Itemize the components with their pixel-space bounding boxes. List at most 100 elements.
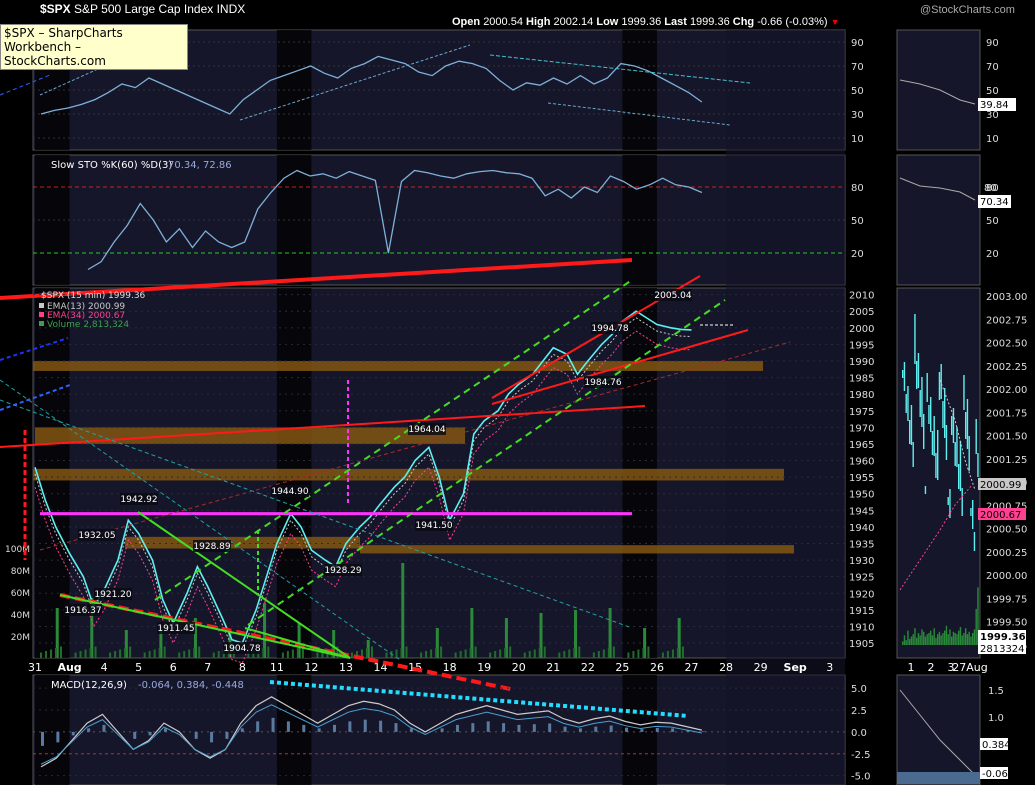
volume-bar	[558, 652, 561, 658]
rsi-tick-label: 10	[851, 134, 864, 145]
side-candle	[931, 431, 934, 455]
rsi-side-tick-label: 70	[986, 62, 999, 73]
volume-bar	[332, 630, 336, 658]
price-annotation: 1964.04	[408, 425, 445, 435]
price-tick-label: 1975	[849, 407, 874, 418]
price-tick-label: 1950	[849, 490, 874, 501]
ema13-line	[34, 317, 692, 651]
side-volume-bar	[970, 636, 972, 645]
macd-histogram-bar	[133, 731, 137, 739]
ema34-line	[34, 330, 692, 664]
volume-bar	[267, 646, 270, 658]
volume-bar	[528, 651, 531, 658]
volume-bar	[45, 651, 47, 658]
volume-tick-label: 40M	[11, 611, 30, 621]
macd-histogram-bar	[578, 728, 582, 732]
volume-bar	[602, 649, 605, 658]
rsi-side-line	[899, 79, 976, 105]
side-volume-bar	[937, 634, 939, 645]
volume-bar	[55, 608, 59, 658]
side-volume-bar	[923, 631, 925, 645]
volume-bar	[681, 646, 684, 658]
price-tick-label: 1940	[849, 523, 874, 534]
price-annotation: 2005.04	[654, 291, 691, 301]
volume-bar	[281, 652, 284, 658]
side-candle	[968, 436, 970, 471]
macd-tick-label: -2.5	[851, 750, 871, 761]
volume-bar	[153, 649, 156, 658]
volume-bar	[642, 648, 645, 658]
macd-histogram-bar	[87, 728, 91, 732]
side-candle	[910, 405, 913, 445]
price-annotation: 1928.29	[324, 566, 361, 576]
price-tick-label: 1905	[849, 639, 874, 650]
macd-histogram-bar	[333, 724, 337, 732]
cyan-dashed-trendline	[0, 379, 401, 661]
red-thin-dashed-line	[39, 341, 791, 551]
side-candle	[956, 427, 958, 467]
side-candle	[903, 362, 906, 391]
side-candle	[938, 372, 941, 400]
volume-bar	[129, 646, 132, 658]
macd-histogram-bar	[348, 721, 352, 732]
side-volume-bar	[973, 629, 976, 645]
side-price-tick-label: 2000.25	[986, 548, 1027, 559]
volume-bar	[50, 649, 52, 658]
quote-bar: Open 2000.54 High 2002.14 Low 1999.36 La…	[452, 16, 840, 28]
rsi-side-tick-label: 90	[986, 38, 999, 49]
side-candle	[907, 386, 909, 421]
side-candle	[975, 419, 977, 454]
volume-bar	[592, 652, 595, 658]
sto-side-tick-label: 20	[986, 249, 999, 260]
side-candle	[952, 408, 955, 443]
side-volume-bar	[961, 635, 963, 645]
side-candle	[958, 464, 960, 489]
rsi-side-value: 39.84	[980, 100, 1009, 111]
sto-side-tick-label: 80	[986, 183, 999, 194]
volume-bar	[401, 563, 405, 658]
macd-histogram-bar	[56, 731, 60, 743]
side-ema13	[939, 379, 976, 491]
last-value: 1999.36	[689, 16, 730, 28]
date-tick-label: 18	[443, 661, 457, 674]
price-annotation-bg	[120, 493, 158, 505]
price-tick-label: 1960	[849, 457, 874, 468]
side-volume-bar	[902, 641, 904, 645]
volume-bar	[489, 652, 492, 658]
date-tick-label: 11	[270, 661, 284, 674]
price-tick-label: 1985	[849, 374, 874, 385]
macd-histogram-bar	[363, 719, 367, 732]
side-volume-bar	[916, 637, 918, 645]
side-volume-bar	[966, 634, 969, 645]
rsi-side-tick-label: 10	[986, 134, 999, 145]
side-candle	[935, 453, 937, 478]
macd-histogram-bar	[440, 728, 444, 732]
side-candle	[924, 486, 927, 494]
macd-histogram-bar	[671, 728, 675, 732]
volume-bar	[296, 648, 299, 658]
price-annotation-bg	[408, 423, 446, 435]
side-price-tick-label: 2000.00	[986, 571, 1027, 582]
volume-bar	[533, 649, 536, 658]
side-volume-bar	[905, 640, 907, 645]
rsi-line	[40, 55, 703, 115]
side-volume-bar	[919, 635, 921, 645]
price-annotation-bg	[193, 540, 231, 552]
price-tick-label: 1980	[849, 390, 874, 401]
macd-side-panel-bg	[896, 674, 981, 785]
volume-bar	[321, 651, 324, 658]
date-tick-label: 7	[204, 661, 211, 674]
macd-tick-label: 5.0	[851, 684, 867, 695]
side-price-label-bg	[978, 478, 1026, 490]
sto-tick-label: 50	[851, 216, 864, 227]
side-candle	[961, 488, 963, 516]
chart-header: $SPX S&P 500 Large Cap Index INDX	[40, 2, 245, 16]
volume-bar	[193, 618, 197, 658]
price-annotation: 1941.50	[415, 521, 452, 531]
rsi-tick-label: 30	[851, 110, 864, 121]
macd-tick-label: 0.0	[851, 728, 867, 739]
volume-bar	[440, 646, 443, 658]
side-candle	[917, 353, 920, 388]
macd-histogram-bar	[409, 728, 413, 732]
